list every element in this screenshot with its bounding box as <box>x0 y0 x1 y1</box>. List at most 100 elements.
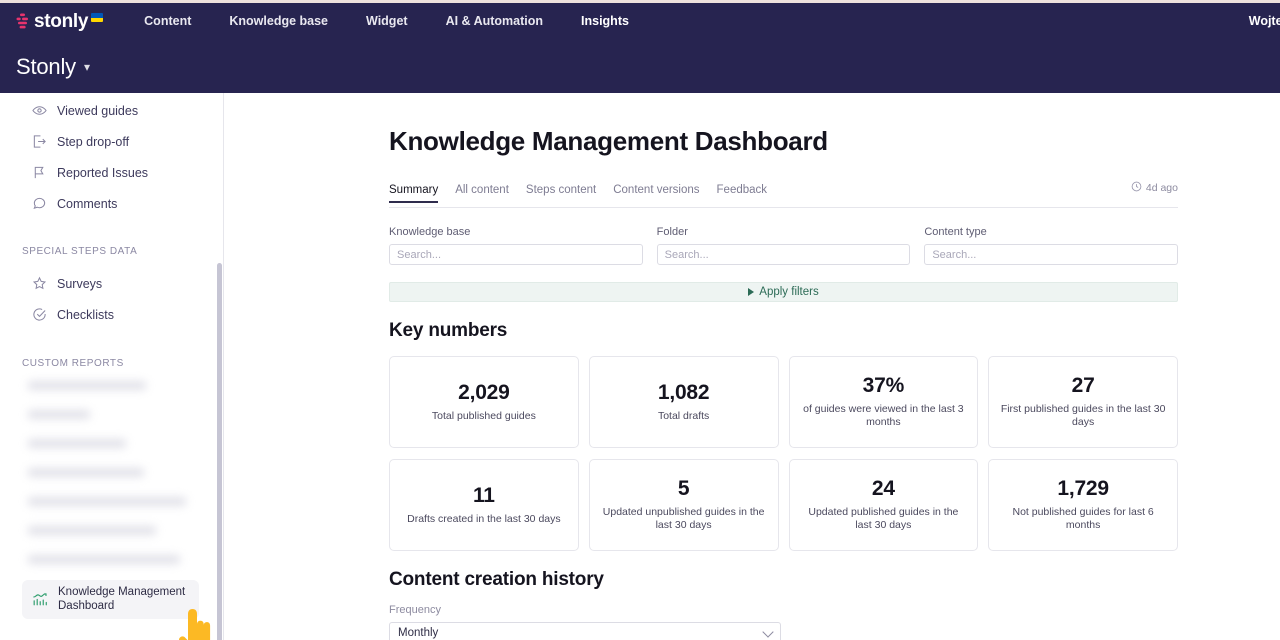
list-item[interactable] <box>28 381 146 390</box>
sidebar-main-list: Viewed guides Step drop-off Reported Iss… <box>0 93 223 219</box>
filter-folder: Folder <box>656 226 911 265</box>
tab-bar: Summary All content Steps content Conten… <box>389 181 1178 208</box>
sidebar-item-label: Step drop-off <box>57 134 130 149</box>
filter-label: Content type <box>924 226 987 238</box>
list-item[interactable] <box>28 526 156 535</box>
sidebar-item-label: Knowledge Management Dashboard <box>58 586 186 613</box>
analytics-chart-icon <box>32 591 49 608</box>
sidebar-item-label: Viewed guides <box>57 103 139 118</box>
user-menu[interactable]: Wojtek B <box>1248 14 1280 28</box>
brand-logo-text: stonly <box>34 11 89 32</box>
kpi-label: Updated published guides in the last 30 … <box>808 505 959 532</box>
nav-item-ai-automation[interactable]: AI & Automation <box>445 14 544 28</box>
tab-feedback[interactable]: Feedback <box>716 184 768 196</box>
kpi-label: Total published guides <box>431 409 536 422</box>
kpi-label: of guides were viewed in the last 3 mont… <box>803 402 964 429</box>
kpi-label: First published guides in the last 30 da… <box>1000 402 1166 429</box>
chevron-down-icon[interactable]: ▾ <box>83 59 90 74</box>
sidebar: Viewed guides Step drop-off Reported Iss… <box>0 93 224 640</box>
frequency-label: Frequency <box>389 604 441 616</box>
kpi-value: 2,029 <box>458 381 510 405</box>
sidebar-item-viewed-guides[interactable]: Viewed guides <box>0 95 223 126</box>
sidebar-scrollbar[interactable] <box>217 263 222 640</box>
list-item[interactable] <box>28 468 144 477</box>
list-item[interactable] <box>28 497 186 506</box>
kpi-row-1: 2,029 Total published guides 1,082 Total… <box>389 356 1178 448</box>
kpi-row-2: 11 Drafts created in the last 30 days 5 … <box>389 459 1178 551</box>
apply-filters-button[interactable]: Apply filters <box>389 282 1178 302</box>
knowledge-base-search-input[interactable] <box>389 244 643 265</box>
frequency-value: Monthly <box>398 626 439 639</box>
exit-arrow-icon <box>31 134 47 150</box>
list-item[interactable] <box>28 439 126 448</box>
section-title-key-numbers: Key numbers <box>389 320 508 341</box>
tab-content-versions[interactable]: Content versions <box>613 184 700 196</box>
folder-search-input[interactable] <box>656 244 911 265</box>
workspace-name[interactable]: Stonly <box>16 53 76 79</box>
brand-logo[interactable]: stonly <box>16 11 104 32</box>
kpi-value: 1,082 <box>657 381 710 405</box>
kpi-card-first-published-last-30-days: 27 First published guides in the last 30… <box>988 356 1178 448</box>
star-icon <box>31 276 47 292</box>
eye-icon <box>31 103 47 119</box>
sidebar-item-knowledge-management-dashboard[interactable]: Knowledge Management Dashboard <box>22 580 199 619</box>
nav-item-widget[interactable]: Widget <box>366 14 408 28</box>
list-item[interactable] <box>28 410 90 419</box>
kpi-value: 1,729 <box>1057 477 1109 501</box>
sidebar-section-special-steps-data: SPECIAL STEPS DATA <box>22 246 138 257</box>
nav-item-knowledge-base[interactable]: Knowledge base <box>229 14 329 28</box>
filter-label: Knowledge base <box>389 226 471 238</box>
apply-filters-label: Apply filters <box>759 286 819 298</box>
kpi-value: 27 <box>1071 374 1095 398</box>
content-type-search-input[interactable] <box>924 244 1179 265</box>
primary-nav: Content Knowledge base Widget AI & Autom… <box>125 3 648 40</box>
clock-icon <box>1131 181 1142 195</box>
filter-knowledge-base: Knowledge base <box>389 226 643 265</box>
kpi-label: Total drafts <box>657 409 710 422</box>
play-triangle-icon <box>748 288 755 296</box>
sidebar-item-label: Checklists <box>57 307 114 322</box>
comment-icon <box>31 196 47 212</box>
kpi-value: 37% <box>862 374 905 398</box>
sidebar-item-checklists[interactable]: Checklists <box>0 299 223 330</box>
nav-item-content[interactable]: Content <box>144 14 192 28</box>
kpi-value: 5 <box>677 477 690 501</box>
kpi-card-total-published-guides: 2,029 Total published guides <box>389 356 579 448</box>
ukraine-flag-icon <box>91 13 104 22</box>
stonly-logo-icon <box>16 13 30 30</box>
nav-item-insights[interactable]: Insights <box>581 14 629 28</box>
kpi-value: 11 <box>472 484 495 508</box>
sidebar-item-label: Surveys <box>57 276 103 291</box>
kpi-card-drafts-created-last-30-days: 11 Drafts created in the last 30 days <box>389 459 579 551</box>
sidebar-custom-reports-redacted-list <box>0 381 223 564</box>
filter-content-type: Content type <box>924 226 1179 265</box>
sidebar-item-reported-issues[interactable]: Reported Issues <box>0 157 223 188</box>
chevron-down-icon <box>762 626 774 638</box>
list-item[interactable] <box>28 555 180 564</box>
tab-summary[interactable]: Summary <box>389 184 439 203</box>
workspace-bar: Stonly ▾ <box>0 40 1280 93</box>
page-title: Knowledge Management Dashboard <box>389 126 828 156</box>
tab-steps-content[interactable]: Steps content <box>525 184 597 196</box>
sidebar-section-custom-reports: CUSTOM REPORTS <box>22 358 124 369</box>
frequency-select[interactable]: Monthly <box>389 622 781 640</box>
last-updated: 4d ago <box>1131 181 1178 195</box>
kpi-card-not-published-last-6-months: 1,729 Not published guides for last 6 mo… <box>988 459 1178 551</box>
last-updated-text: 4d ago <box>1145 182 1178 194</box>
sidebar-item-comments[interactable]: Comments <box>0 188 223 219</box>
kpi-value: 24 <box>871 477 895 501</box>
sidebar-special-list: Surveys Checklists <box>0 266 223 330</box>
sidebar-item-surveys[interactable]: Surveys <box>0 268 223 299</box>
sidebar-item-label: Comments <box>57 196 118 211</box>
section-title-content-creation-history: Content creation history <box>389 569 604 590</box>
kpi-label: Not published guides for last 6 months <box>1012 505 1154 532</box>
sidebar-item-label: Reported Issues <box>57 165 149 180</box>
frequency-field: Frequency Monthly <box>389 604 781 640</box>
tab-all-content[interactable]: All content <box>455 184 509 196</box>
kpi-label: Updated unpublished guides in the last 3… <box>602 505 765 532</box>
kpi-card-updated-unpublished-last-30-days: 5 Updated unpublished guides in the last… <box>588 459 779 551</box>
kpi-card-total-drafts: 1,082 Total drafts <box>588 356 779 448</box>
check-circle-icon <box>31 307 47 323</box>
sidebar-item-step-drop-off[interactable]: Step drop-off <box>0 126 223 157</box>
kpi-card-updated-published-last-30-days: 24 Updated published guides in the last … <box>788 459 979 551</box>
